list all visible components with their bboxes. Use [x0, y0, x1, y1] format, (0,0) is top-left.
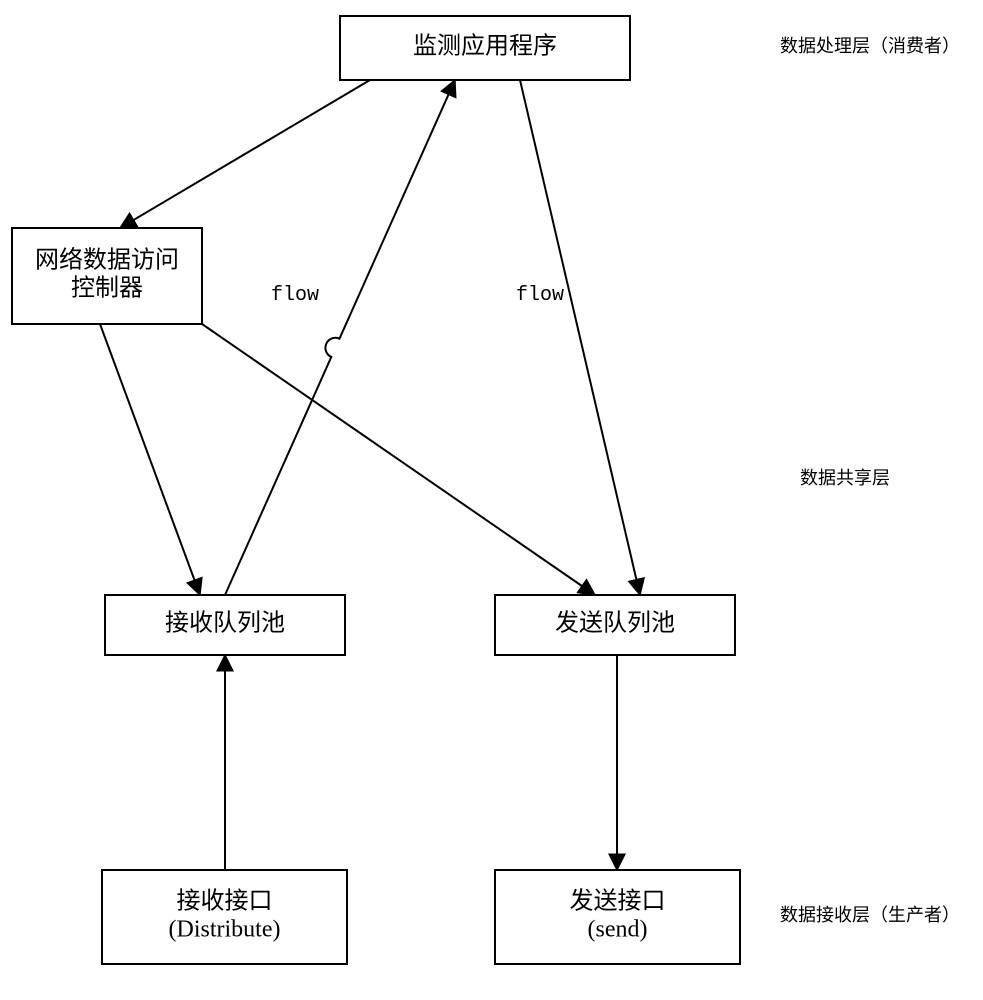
diagram-canvas: 监测应用程序网络数据访问控制器接收队列池 发送队列池接收接口(Distribute…	[0, 0, 983, 1000]
node-recv_if: 接收接口(Distribute)	[102, 870, 347, 964]
layer-label-l2: 数据共享层	[800, 468, 890, 488]
node-send_if: 发送接口(send)	[495, 870, 740, 964]
edge-controller-to-sendpool	[202, 324, 595, 595]
node-controller: 网络数据访问控制器	[12, 228, 202, 324]
node-label: 网络数据访问	[35, 247, 179, 274]
edge-monitor-to-controller	[120, 80, 370, 228]
node-label: 接收队列池	[165, 610, 285, 637]
node-recv_pool: 接收队列池	[105, 595, 345, 655]
layer-label-l1: 数据处理层（消费者）	[780, 36, 960, 56]
edge-recvpool-to-monitor	[225, 80, 455, 595]
edge-label-recvpool-to-monitor: flow	[271, 284, 319, 307]
node-label: 控制器	[71, 275, 143, 302]
edge-controller-to-recvpool	[100, 324, 200, 595]
node-monitor: 监测应用程序	[340, 16, 630, 80]
edge-label-monitor-to-sendpool: flow	[516, 284, 564, 307]
node-label: 接收接口	[177, 888, 273, 915]
node-label: 发送队列池	[555, 610, 675, 637]
edge-monitor-to-sendpool	[520, 80, 640, 595]
node-label: (Distribute)	[169, 917, 281, 943]
node-label: 监测应用程序	[413, 33, 557, 60]
node-send_pool: 发送队列池	[495, 595, 735, 655]
node-label: (send)	[588, 917, 648, 943]
layer-label-l3: 数据接收层（生产者）	[780, 905, 960, 925]
node-label: 发送接口	[570, 888, 666, 915]
